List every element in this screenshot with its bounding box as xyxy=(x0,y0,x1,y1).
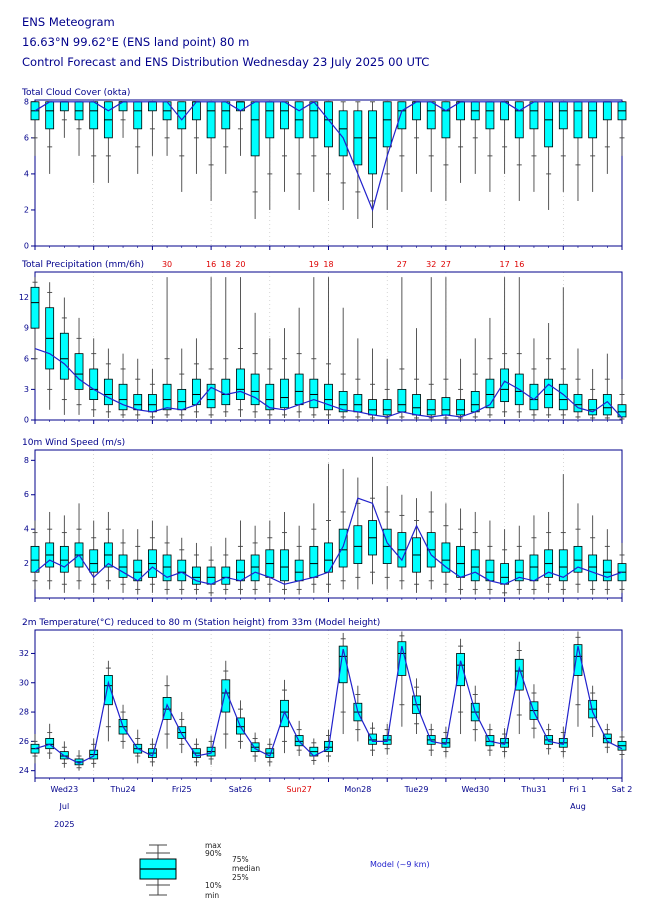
legend-label-25: 25% xyxy=(232,873,249,882)
svg-text:4: 4 xyxy=(24,169,29,178)
svg-text:Fri 1: Fri 1 xyxy=(569,785,586,794)
header-title: ENS Meteogram xyxy=(22,15,115,29)
control-line-temp xyxy=(34,645,623,765)
svg-text:16: 16 xyxy=(206,260,216,269)
legend-label-10: 10% xyxy=(205,881,222,890)
svg-text:Sat26: Sat26 xyxy=(229,785,252,794)
box-whiskers-wind xyxy=(30,456,627,597)
svg-text:4: 4 xyxy=(24,525,29,534)
svg-text:6: 6 xyxy=(24,354,29,363)
box-whiskers-precip xyxy=(30,277,627,420)
svg-text:Aug: Aug xyxy=(570,802,586,811)
control-line-cloud xyxy=(34,101,622,212)
svg-text:30: 30 xyxy=(162,260,172,269)
legend: max 90% 75% median 25% 10% min Model (~9… xyxy=(139,841,430,900)
panel-wind: 2 4 6 8 10m Wind Speed (m/s) xyxy=(22,438,627,602)
svg-text:Thu31: Thu31 xyxy=(520,785,546,794)
svg-text:0: 0 xyxy=(24,242,29,251)
svg-text:26: 26 xyxy=(19,737,29,746)
control-line-wind xyxy=(34,497,623,585)
svg-text:2: 2 xyxy=(24,559,29,568)
svg-text:20: 20 xyxy=(235,260,245,269)
legend-label-75: 75% xyxy=(232,855,249,864)
panel-temp: 24 26 28 30 32 2m Temperature(°C) reduced to … xyxy=(19,618,627,782)
svg-text:16: 16 xyxy=(514,260,524,269)
svg-text:27: 27 xyxy=(397,260,407,269)
svg-text:8: 8 xyxy=(24,97,29,106)
svg-text:27: 27 xyxy=(441,260,451,269)
panel-title-precip: Total Precipitation (mm/6h) xyxy=(21,260,144,270)
header-run-info: Control Forecast and ENS Distribution We… xyxy=(22,55,430,69)
panel-precip: 0 3 6 9 12 Total Precipitation (mm/6h) 30 16 18 2… xyxy=(19,260,627,425)
legend-label-90: 90% xyxy=(205,849,222,858)
legend-label-min: min xyxy=(205,891,219,900)
legend-label-max: max xyxy=(205,841,222,850)
svg-text:2025: 2025 xyxy=(54,820,74,829)
svg-text:18: 18 xyxy=(221,260,231,269)
box-whiskers-temp xyxy=(30,631,627,771)
x-axis-labels: Wed23 Thu24 Fri25 Sat26 Sun27 Mon28 Tue29 Wed30… xyxy=(51,785,633,829)
svg-text:6: 6 xyxy=(24,490,29,499)
svg-text:Fri25: Fri25 xyxy=(172,785,192,794)
svg-text:32: 32 xyxy=(426,260,436,269)
chart-header: ENS Meteogram 16.63°N 99.62°E (ENS land … xyxy=(0,0,650,88)
svg-text:Jul: Jul xyxy=(59,802,70,811)
legend-label-median: median xyxy=(232,864,260,873)
panel-title-temp: 2m Temperature(°C) reduced to 80 m (Stat… xyxy=(22,618,380,628)
svg-text:Thu24: Thu24 xyxy=(109,785,135,794)
svg-text:19: 19 xyxy=(309,260,319,269)
svg-text:18: 18 xyxy=(323,260,333,269)
svg-text:Mon28: Mon28 xyxy=(344,785,371,794)
svg-text:2: 2 xyxy=(24,205,29,214)
svg-text:Wed23: Wed23 xyxy=(51,785,79,794)
svg-text:32: 32 xyxy=(19,649,29,658)
svg-text:12: 12 xyxy=(19,293,29,302)
svg-text:Wed30: Wed30 xyxy=(461,785,489,794)
panel-title-cloud: Total Cloud Cover (okta) xyxy=(21,88,130,98)
svg-text:28: 28 xyxy=(19,708,29,717)
svg-text:Sat 2: Sat 2 xyxy=(612,785,633,794)
svg-text:Sun27: Sun27 xyxy=(286,785,311,794)
svg-text:6: 6 xyxy=(24,133,29,142)
header-location: 16.63°N 99.62°E (ENS land point) 80 m xyxy=(22,35,250,49)
svg-text:17: 17 xyxy=(500,260,510,269)
svg-text:24: 24 xyxy=(19,766,29,775)
svg-text:30: 30 xyxy=(19,678,29,687)
legend-model-label: Model (~9 km) xyxy=(370,860,430,869)
svg-text:8: 8 xyxy=(24,456,29,465)
svg-text:0: 0 xyxy=(24,416,29,425)
svg-text:9: 9 xyxy=(24,324,29,333)
svg-text:3: 3 xyxy=(24,385,29,394)
svg-text:Tue29: Tue29 xyxy=(404,785,429,794)
control-line-precip xyxy=(34,347,623,419)
panel-title-wind: 10m Wind Speed (m/s) xyxy=(22,438,125,448)
